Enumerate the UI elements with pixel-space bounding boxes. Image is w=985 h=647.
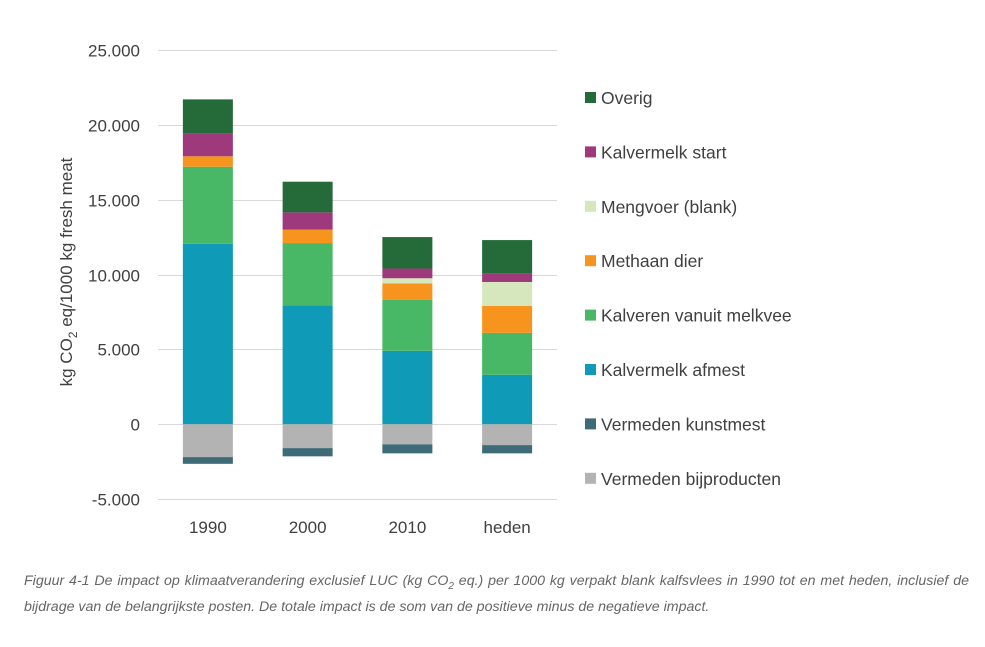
- legend-label: Overig: [601, 88, 653, 108]
- bar-segment-methaan-dier: [182, 156, 233, 167]
- legend-swatch: [585, 200, 596, 212]
- figure-caption: Figuur 4-1 De impact op klimaatveranderi…: [24, 571, 969, 618]
- bar-segment-kalveren-vanuit-melkvee: [382, 299, 433, 351]
- bar-segment-kalvermelk-start: [382, 268, 433, 279]
- legend-item: Vermeden bijproducten: [585, 469, 781, 489]
- caption-text-1: Figuur 4-1 De impact op klimaatveranderi…: [24, 573, 449, 589]
- x-tick-label: 1990: [189, 518, 227, 537]
- y-tick-label: -5.000: [92, 491, 140, 510]
- legend-label: Vermeden bijproducten: [601, 469, 781, 489]
- legend-swatch: [585, 418, 596, 430]
- caption-subscript: 2: [448, 580, 454, 592]
- legend-swatch: [585, 309, 596, 321]
- legend-item: Overig: [585, 88, 653, 108]
- bar-segment-vermeden-kunstmest: [282, 448, 333, 457]
- x-tick-label: 2010: [388, 518, 426, 537]
- caption-text-2: eq.) per 1000 kg verpakt blank kalfsvlee…: [24, 573, 969, 615]
- y-tick-label: 25.000: [88, 42, 140, 61]
- legend-label: Kalvermelk start: [601, 142, 727, 162]
- bar-segment-overig: [282, 181, 333, 213]
- x-tick-label: 2000: [289, 518, 327, 537]
- legend-label: Mengvoer (blank): [601, 197, 737, 217]
- bar-segment-kalvermelk-afmest: [482, 374, 533, 425]
- y-tick-label: 5.000: [97, 341, 140, 360]
- legend-swatch: [585, 472, 596, 484]
- y-tick-label: 0: [131, 416, 140, 435]
- bar-segment-overig: [482, 240, 533, 274]
- y-tick-label: 15.000: [88, 192, 140, 211]
- bar-segment-kalvermelk-start: [482, 273, 533, 282]
- y-tick-label: 20.000: [88, 117, 140, 136]
- bar-segment-mengvoer-blank-: [482, 281, 533, 306]
- stacked-bar-chart: -5.000 0 5.000 10.000 15.000 20.000 25.000 199…: [57, 42, 792, 538]
- legend-swatch: [585, 255, 596, 267]
- legend-item: Kalveren vanuit melkvee: [585, 306, 792, 326]
- legend-label: Methaan dier: [601, 251, 703, 271]
- bar-segment-kalvermelk-afmest: [182, 243, 233, 425]
- bar-segment-vermeden-bijproducten: [482, 424, 533, 446]
- y-axis-label: kg CO2 eq/1000 kg fresh meat: [57, 157, 80, 386]
- bar-segment-vermeden-kunstmest: [382, 444, 433, 454]
- bar-segment-kalvermelk-start: [182, 133, 233, 157]
- bar-segment-vermeden-bijproducten: [382, 424, 433, 445]
- legend-item: Kalvermelk afmest: [585, 360, 745, 380]
- legend-label: Vermeden kunstmest: [601, 414, 766, 434]
- bar-segment-kalvermelk-afmest: [382, 350, 433, 425]
- bar-segment-overig: [182, 99, 233, 134]
- bar-segment-kalvermelk-start: [282, 212, 333, 230]
- bar-segment-kalveren-vanuit-melkvee: [182, 166, 233, 244]
- bar-segment-mengvoer-blank-: [382, 278, 433, 284]
- legend-item: Vermeden kunstmest: [585, 414, 766, 434]
- y-axis-ticks: -5.000 0 5.000 10.000 15.000 20.000 25.000: [88, 42, 140, 510]
- bar-segment-vermeden-bijproducten: [282, 424, 333, 449]
- bar-segment-vermeden-bijproducten: [182, 424, 233, 458]
- legend-item: Kalvermelk start: [585, 142, 727, 162]
- legend: Overig Kalvermelk start Mengvoer (blank) Me…: [585, 88, 792, 489]
- legend-item: Mengvoer (blank): [585, 197, 737, 217]
- legend-item: Methaan dier: [585, 251, 703, 271]
- legend-label: Kalveren vanuit melkvee: [601, 306, 792, 326]
- bar-segment-vermeden-kunstmest: [482, 445, 533, 454]
- legend-label: Kalvermelk afmest: [601, 360, 745, 380]
- bar-segment-methaan-dier: [382, 283, 433, 300]
- x-tick-label: heden: [483, 518, 530, 537]
- bar-segment-kalvermelk-afmest: [282, 305, 333, 425]
- bar-segment-kalveren-vanuit-melkvee: [282, 243, 333, 306]
- bar-segment-methaan-dier: [282, 229, 333, 244]
- legend-swatch: [585, 92, 596, 103]
- y-tick-label: 10.000: [88, 267, 140, 286]
- bar-segment-kalveren-vanuit-melkvee: [482, 332, 533, 375]
- bar-segment-overig: [382, 237, 433, 269]
- bars: [182, 99, 533, 464]
- legend-swatch: [585, 364, 596, 375]
- x-axis-ticks: 1990 2000 2010 heden: [189, 518, 531, 537]
- bar-segment-methaan-dier: [482, 305, 533, 333]
- legend-swatch: [585, 146, 596, 158]
- bar-segment-vermeden-kunstmest: [182, 457, 233, 464]
